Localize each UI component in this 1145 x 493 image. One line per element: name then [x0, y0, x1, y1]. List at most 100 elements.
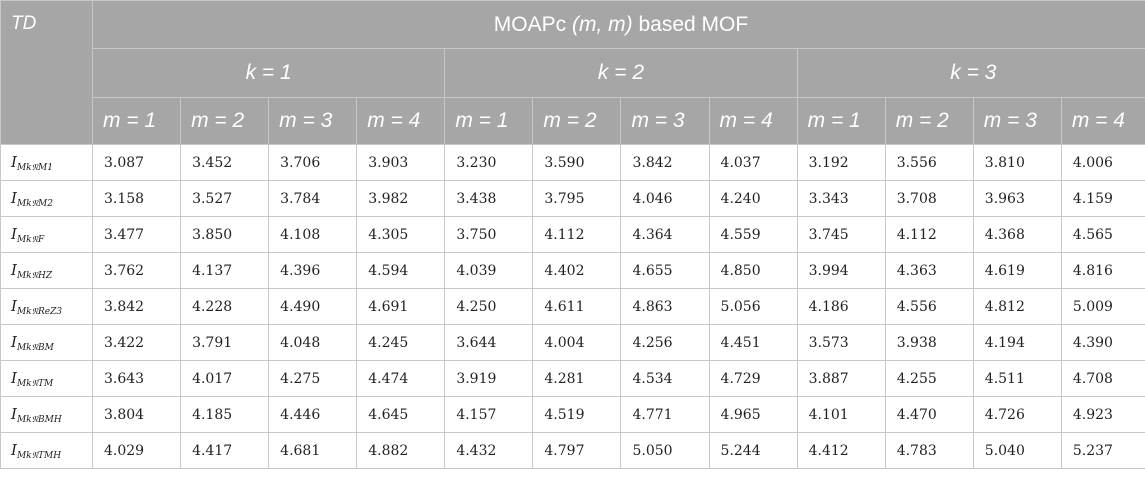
value-cell: 4.039 [444, 252, 534, 289]
table-row: IMk𝔑F 3.477 3.850 4.108 4.305 3.750 4.112 4.364… [0, 216, 1145, 253]
value-cell: 4.396 [268, 252, 358, 289]
table-row: IMk𝔑M2 3.158 3.527 3.784 3.982 3.438 3.795 4.04… [0, 180, 1145, 217]
value-cell: 3.795 [532, 180, 622, 217]
row-label-tail: M [38, 198, 48, 209]
row-label-subsub: k [26, 378, 32, 389]
row-label: IMk𝔑M2 [0, 180, 93, 217]
value-cell: 3.842 [620, 144, 710, 181]
value-cell: 4.390 [1060, 324, 1145, 361]
value-cell: 4.037 [708, 144, 798, 181]
row-label-sub: M [16, 234, 27, 245]
value-cell: 4.228 [180, 288, 270, 325]
value-cell: 4.417 [180, 432, 270, 469]
value-cell: 3.745 [796, 216, 886, 253]
m-column-header: m = 4 [1060, 97, 1145, 145]
table-row: IMk𝔑M1 3.087 3.452 3.706 3.903 3.230 3.590 3.84… [0, 144, 1145, 181]
value-cell: 4.112 [532, 216, 622, 253]
row-label-sub: M [16, 342, 27, 353]
value-cell: 4.611 [532, 288, 622, 325]
row-label-frak: 𝔑 [31, 306, 39, 317]
value-cell: 4.046 [620, 180, 710, 217]
value-cell: 3.784 [268, 180, 358, 217]
value-cell: 4.364 [620, 216, 710, 253]
value-cell: 5.244 [708, 432, 798, 469]
value-cell: 3.527 [180, 180, 270, 217]
value-cell: 4.432 [444, 432, 534, 469]
table-row: IMk𝔑BM 3.422 3.791 4.048 4.245 3.644 4.004 4.25… [0, 324, 1145, 361]
m-column-header: m = 2 [180, 97, 270, 145]
value-cell: 4.923 [1060, 396, 1145, 433]
title-prefix: MOAPc [493, 12, 567, 36]
title-args: (m, m) [571, 12, 633, 36]
value-cell: 4.004 [532, 324, 622, 361]
value-cell: 3.919 [444, 360, 534, 397]
value-cell: 4.783 [884, 432, 974, 469]
value-cell: 4.474 [356, 360, 446, 397]
header-row-title: TD MOAPc (m, m) based MOF [0, 0, 1145, 145]
value-cell: 4.645 [356, 396, 446, 433]
value-cell: 4.250 [444, 288, 534, 325]
row-label-subsub: k [26, 234, 32, 245]
table-row: IMk𝔑ReZ3 3.842 4.228 4.490 4.691 4.250 4.611 4.… [0, 288, 1145, 325]
value-cell: 3.556 [884, 144, 974, 181]
value-cell: 4.850 [708, 252, 798, 289]
value-cell: 3.477 [91, 216, 182, 253]
value-cell: 4.194 [972, 324, 1062, 361]
m-column-header: m = 2 [532, 97, 622, 145]
value-cell: 4.470 [884, 396, 974, 433]
row-label: IMk𝔑TM [0, 360, 93, 397]
value-cell: 3.230 [444, 144, 534, 181]
value-cell: 4.186 [796, 288, 886, 325]
value-cell: 3.192 [796, 144, 886, 181]
value-cell: 4.565 [1060, 216, 1145, 253]
row-label-subsub: k [26, 414, 32, 425]
value-cell: 4.029 [91, 432, 182, 469]
m-column-header: m = 4 [356, 97, 446, 145]
value-cell: 3.706 [268, 144, 358, 181]
row-label-frak: 𝔑 [31, 414, 39, 425]
value-cell: 3.590 [532, 144, 622, 181]
value-cell: 5.237 [1060, 432, 1145, 469]
row-label: IMk𝔑HZ [0, 252, 93, 289]
k-group-header: k = 2 [444, 48, 798, 98]
row-label-tailsub: 3 [56, 306, 63, 317]
row-label-tail: M [38, 162, 48, 173]
table-body: IMk𝔑M1 3.087 3.452 3.706 3.903 3.230 3.590 3.84… [0, 144, 1145, 469]
value-cell: 4.159 [1060, 180, 1145, 217]
table-row: IMk𝔑TMH 4.029 4.417 4.681 4.882 4.432 4.797 5.0… [0, 432, 1145, 469]
value-cell: 4.965 [708, 396, 798, 433]
row-label-frak: 𝔑 [31, 450, 39, 461]
row-label: IMk𝔑ReZ3 [0, 288, 93, 325]
value-cell: 3.158 [91, 180, 182, 217]
table-row: IMk𝔑BMH 3.804 4.185 4.446 4.645 4.157 4.519 4.7… [0, 396, 1145, 433]
row-label-subsub: k [26, 162, 32, 173]
row-label-sub: M [16, 306, 27, 317]
value-cell: 4.275 [268, 360, 358, 397]
value-cell: 3.982 [356, 180, 446, 217]
row-label-main: I [11, 296, 17, 315]
row-label-main: I [11, 224, 17, 243]
row-label-tailsub: 1 [47, 162, 53, 173]
value-cell: 4.797 [532, 432, 622, 469]
value-cell: 4.101 [796, 396, 886, 433]
value-cell: 3.804 [91, 396, 182, 433]
value-cell: 4.559 [708, 216, 798, 253]
row-label-frak: 𝔑 [31, 198, 39, 209]
value-cell: 3.452 [180, 144, 270, 181]
value-cell: 3.438 [444, 180, 534, 217]
value-cell: 3.791 [180, 324, 270, 361]
value-cell: 4.048 [268, 324, 358, 361]
value-cell: 5.050 [620, 432, 710, 469]
value-cell: 4.137 [180, 252, 270, 289]
value-cell: 4.157 [444, 396, 534, 433]
value-cell: 4.681 [268, 432, 358, 469]
value-cell: 4.490 [268, 288, 358, 325]
corner-header: TD [0, 0, 93, 145]
value-cell: 4.363 [884, 252, 974, 289]
row-label-frak: 𝔑 [31, 270, 39, 281]
value-cell: 3.963 [972, 180, 1062, 217]
value-cell: 4.556 [884, 288, 974, 325]
value-cell: 4.812 [972, 288, 1062, 325]
value-cell: 4.519 [532, 396, 622, 433]
